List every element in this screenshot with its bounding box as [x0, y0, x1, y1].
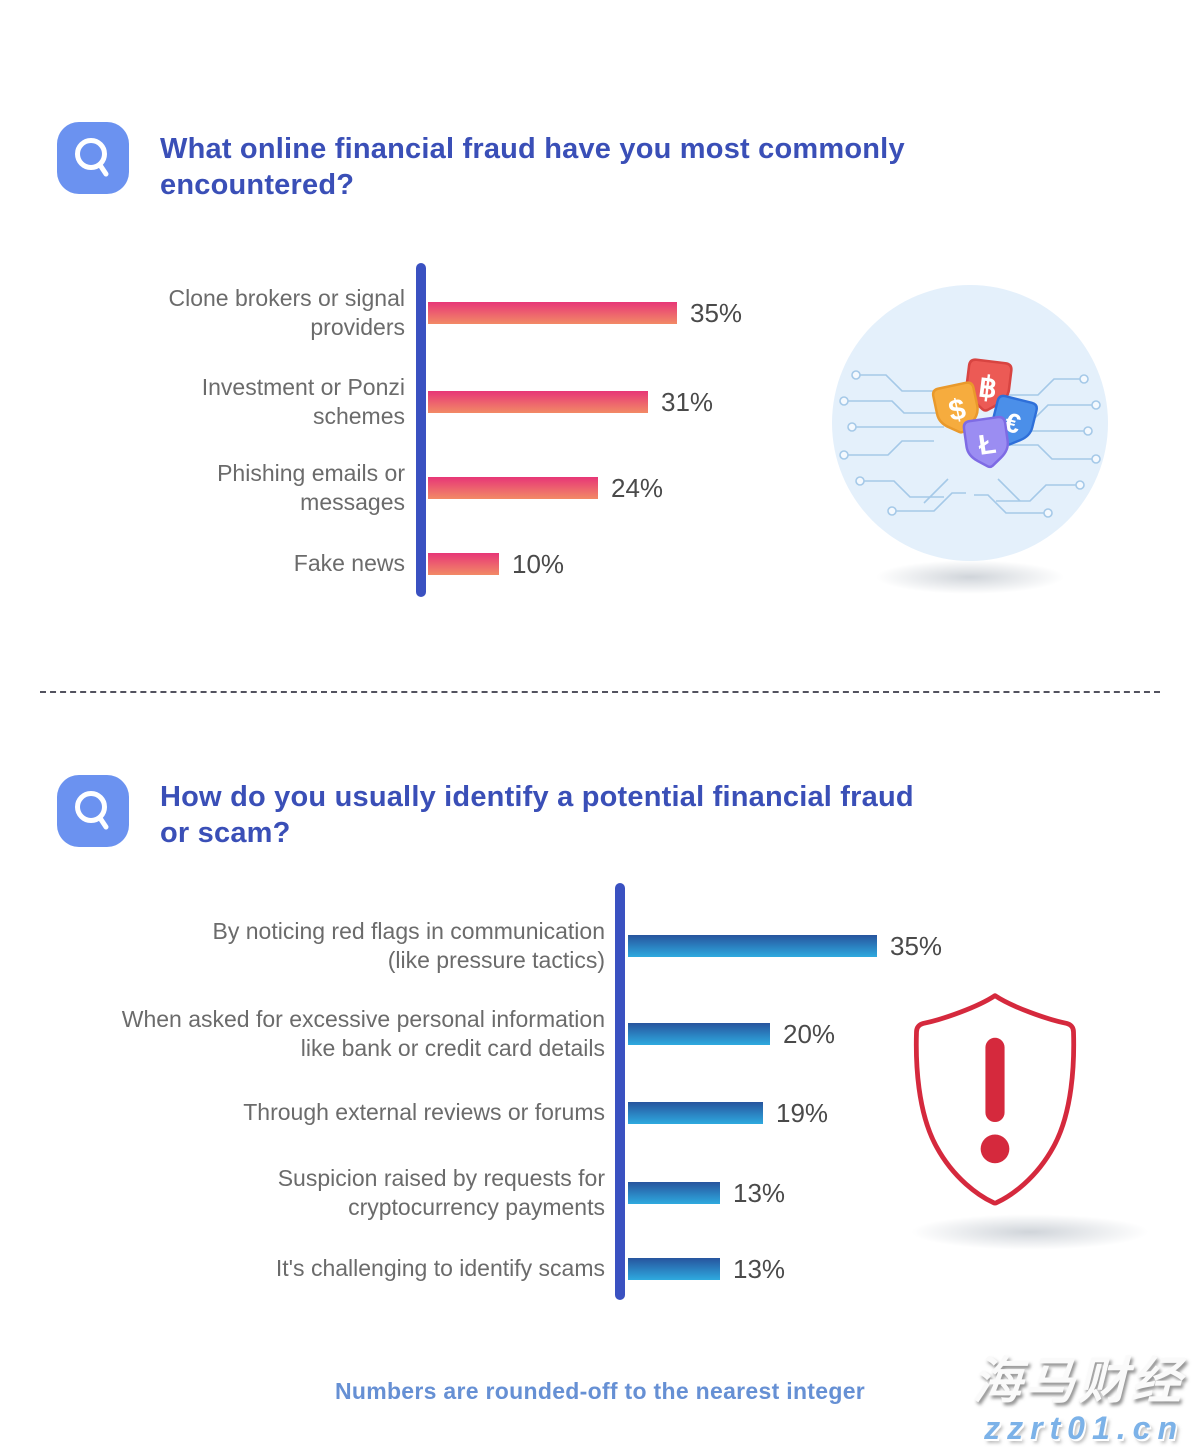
bar [628, 1102, 763, 1124]
question-badge [57, 122, 129, 194]
bar [428, 391, 648, 413]
illustration-shadow [910, 1214, 1150, 1250]
warning-shield-icon [913, 993, 1077, 1206]
section-divider [40, 691, 1160, 693]
litecoin-shield-icon: Ł [962, 415, 1010, 469]
chart-row: By noticing red flags in communication (… [30, 916, 943, 976]
chart-row: Fake news 10% [85, 549, 564, 579]
question-1-title: What online financial fraud have you mos… [160, 133, 905, 202]
illustration-shadow [875, 560, 1065, 594]
chart-axis [615, 883, 625, 1300]
category-label: When asked for excessive personal inform… [121, 1005, 605, 1061]
watermark-url: zzrt01.cn [984, 1409, 1184, 1446]
watermark-brand: 海马财经 [972, 1352, 1184, 1409]
value-label: 24% [611, 472, 664, 503]
category-label: Investment or Ponzi schemes [201, 373, 405, 429]
value-label: 31% [661, 386, 714, 417]
value-label: 20% [783, 1018, 836, 1049]
magnifier-q-icon [75, 791, 109, 830]
value-label: 13% [733, 1177, 786, 1208]
category-label: It's challenging to identify scams [275, 1255, 605, 1282]
value-label: 13% [733, 1253, 786, 1284]
fraud-identify-chart: By noticing red flags in communication (… [30, 883, 1010, 1300]
magnifier-q-icon [75, 138, 109, 177]
question-2-title: How do you usually identify a potential … [160, 781, 914, 850]
bar [628, 1023, 770, 1045]
value-label: 35% [690, 297, 743, 328]
footer-note: Numbers are rounded-off to the nearest i… [334, 1378, 866, 1404]
bar [628, 935, 877, 957]
chart-row: When asked for excessive personal inform… [30, 1004, 835, 1064]
chart-row: Clone brokers or signal providers 35% [85, 283, 742, 343]
chart-row: Through external reviews or forums 19% [30, 1098, 828, 1128]
bar [428, 302, 677, 324]
svg-text:฿: ฿ [977, 371, 999, 405]
svg-text:$: $ [946, 392, 969, 428]
chart-row: Suspicion raised by requests for cryptoc… [30, 1163, 785, 1223]
value-label: 35% [890, 930, 943, 961]
value-label: 19% [776, 1097, 829, 1128]
chart-row: Phishing emails or messages 24% [85, 458, 663, 518]
fraud-types-chart: Clone brokers or signal providers 35% In… [85, 263, 805, 597]
question-badge [57, 775, 129, 847]
category-label: By noticing red flags in communication (… [212, 917, 605, 973]
chart-row: It's challenging to identify scams 13% [30, 1254, 785, 1284]
bar [428, 553, 499, 575]
category-label: Suspicion raised by requests for cryptoc… [277, 1164, 605, 1220]
category-label: Clone brokers or signal providers [168, 284, 405, 340]
watermark: 海马财经 zzrt01.cn [972, 1352, 1184, 1446]
bar [628, 1182, 720, 1204]
dollar-shield-icon: $ [931, 381, 979, 434]
circuit-lines-icon [839, 370, 1101, 518]
chart-row: Investment or Ponzi schemes 31% [85, 372, 713, 432]
category-label: Through external reviews or forums [243, 1099, 605, 1126]
chart-axis [416, 263, 426, 597]
category-label: Fake news [293, 550, 405, 577]
bar [628, 1258, 720, 1280]
bar [428, 477, 598, 499]
currency-shields-illustration: ฿ $ € [830, 283, 1110, 563]
value-label: 10% [512, 548, 565, 579]
category-label: Phishing emails or messages [217, 459, 405, 515]
warning-shield-illustration [900, 988, 1090, 1213]
svg-text:Ł: Ł [976, 427, 998, 461]
